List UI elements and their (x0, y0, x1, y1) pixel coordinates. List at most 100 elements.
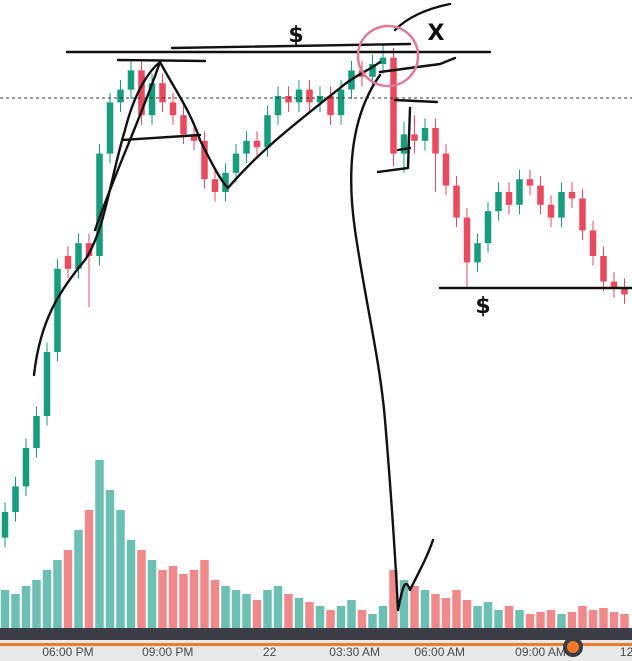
volume-bar (357, 610, 367, 630)
candle-body (117, 89, 124, 103)
volume-layer (0, 460, 629, 630)
stroke (93, 60, 162, 232)
candle-body (264, 115, 271, 148)
volume-bar (525, 614, 535, 630)
candle-body (579, 198, 586, 231)
candle-body (127, 70, 135, 90)
stroke (393, 2, 452, 32)
volume-bar (200, 560, 209, 630)
candle-body (253, 140, 261, 148)
volume-bar (63, 550, 73, 630)
candle-body (621, 288, 628, 295)
volume-bar (231, 590, 241, 630)
volume-bar (368, 614, 377, 630)
candle-body (600, 256, 607, 282)
candle-body (43, 352, 51, 416)
candle-body (211, 179, 219, 192)
stroke (120, 133, 202, 142)
scrubber[interactable] (567, 641, 579, 653)
volume-bar (620, 614, 629, 630)
candle-body (547, 204, 555, 218)
volume-bar (126, 540, 136, 630)
volume-bar (420, 590, 430, 630)
candle-body (505, 192, 513, 205)
candle-body (484, 211, 492, 244)
candle-body (54, 268, 61, 352)
volume-bar (483, 602, 493, 630)
candle-body (316, 96, 324, 103)
x-tick-label: 06:00 AM (414, 645, 465, 659)
candle-body (453, 185, 460, 218)
volume-bar (347, 600, 356, 630)
volume-bar (305, 602, 314, 630)
candle-body (75, 243, 82, 269)
volume-bar (242, 594, 251, 630)
volume-bar (42, 570, 52, 630)
x-axis: 06:00 PM 09:00 PM 22 03:30 AM 06:00 AM 09:00 … (42, 645, 632, 659)
volume-bar (431, 594, 440, 630)
volume-bar (168, 566, 178, 630)
candle-body (337, 89, 345, 116)
candle-body (169, 102, 177, 116)
volume-bar (189, 570, 199, 630)
stroke (376, 98, 439, 174)
stroke (378, 56, 457, 74)
x-tick-label: 09:00 PM (142, 645, 193, 659)
candle-body (306, 89, 313, 103)
candle-body (148, 83, 156, 116)
candle-body (159, 83, 166, 103)
volume-bar (273, 586, 283, 630)
stroke (350, 73, 435, 612)
x-tick-label: 03:30 AM (329, 645, 380, 659)
volume-bar (567, 612, 577, 630)
annotation: $ (475, 294, 490, 319)
volume-bar (0, 590, 10, 630)
candle-body (411, 134, 418, 141)
volume-bar (588, 610, 598, 630)
volume-bar (399, 580, 409, 630)
x-tick-label: 22 (263, 645, 277, 659)
volume-bar (410, 586, 419, 630)
candle-body (201, 140, 208, 180)
volume-bar (116, 510, 125, 630)
candle-body (432, 128, 439, 154)
volume-bar (53, 560, 62, 630)
stroke (170, 42, 412, 50)
volume-bar (105, 490, 115, 630)
candle-body (232, 153, 240, 173)
volume-bar (515, 610, 524, 630)
x-tick-label: 06:00 PM (42, 645, 93, 659)
candle-body (610, 281, 618, 288)
volume-bar (252, 600, 262, 630)
candle-body (274, 96, 282, 116)
volume-bar (294, 598, 304, 630)
volume-bar (158, 570, 167, 630)
volume-bar (494, 610, 503, 630)
candle-body (400, 134, 408, 154)
candle-body (526, 179, 534, 186)
candle-body (379, 57, 387, 64)
candle-body (64, 256, 72, 269)
candle-body (1, 512, 9, 538)
scrollbar[interactable] (0, 628, 632, 640)
volume-bar (578, 606, 587, 630)
volume-bar (74, 530, 83, 630)
volume-bar (147, 560, 157, 630)
volume-bar (504, 606, 514, 630)
volume-bar (221, 586, 230, 630)
candle-body (495, 192, 502, 212)
annotation: $ (288, 23, 303, 48)
candle-body (243, 140, 250, 154)
candle-body (22, 448, 30, 487)
candle-body (568, 192, 576, 199)
x-tick-label: 12 (620, 645, 632, 659)
candle-body (442, 153, 450, 186)
candle-body (96, 153, 103, 256)
volume-bar (32, 580, 41, 630)
volume-bar (462, 600, 472, 630)
annotation: X (428, 21, 445, 46)
volume-bar (536, 612, 545, 630)
volume-bar (599, 608, 608, 630)
volume-bar (179, 574, 188, 630)
x-tick-label: 09:00 AM (515, 645, 566, 659)
